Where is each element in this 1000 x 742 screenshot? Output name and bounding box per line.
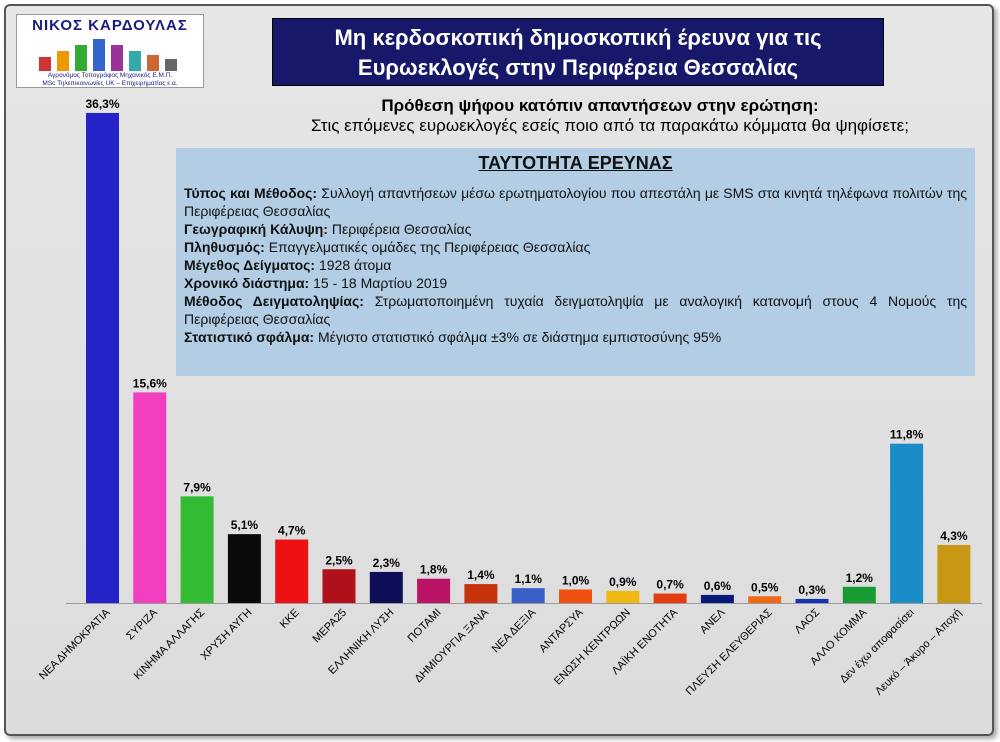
category-label: ΣΥΡΙΖΑ: [124, 606, 160, 642]
info-value: Περιφέρεια Θεσσαλίας: [327, 221, 472, 237]
bar-value-label: 11,8%: [890, 428, 924, 442]
bar: [464, 584, 498, 603]
bar: [133, 392, 167, 603]
bar: [653, 593, 687, 603]
bar-value-label: 1,0%: [562, 574, 590, 588]
logo-figures-icon: [39, 39, 177, 71]
bar: [842, 586, 876, 603]
bar: [748, 596, 782, 603]
bar: [86, 112, 119, 603]
bar: [795, 598, 829, 603]
title-banner: Μη κερδοσκοπική δημοσκοπική έρευνα για τ…: [272, 18, 884, 86]
question-text: Στις επόμενες ευρωεκλογές εσείς ποιο από…: [311, 116, 909, 135]
bar: [700, 594, 734, 603]
bar: [559, 589, 592, 603]
info-label: Τύπος και Μέθοδος:: [184, 185, 318, 201]
bar: [275, 539, 309, 603]
category-label: ΛΑΟΣ: [793, 606, 823, 636]
bar-value-label: 2,3%: [373, 556, 401, 570]
bar-value-label: 0,9%: [609, 575, 637, 589]
info-value: 15 - 18 Μαρτίου 2019: [309, 275, 448, 291]
info-value: Επαγγελματικές ομάδες της Περιφέρειας Θε…: [264, 239, 591, 255]
category-label: Λευκό – Άκυρο – Αποχή: [873, 607, 964, 698]
survey-info-box: ΤΑΥΤΟΤΗΤΑ ΕΡΕΥΝΑΣ Τύπος και Μέθοδος: Συλ…: [176, 148, 975, 376]
bar-value-label: 0,7%: [656, 578, 684, 592]
category-label: ΝΕΑ ΔΕΞΙΑ: [490, 606, 539, 655]
info-label: Γεωγραφική Κάλυψη:: [184, 221, 328, 237]
info-label: Πληθυσμός:: [184, 239, 265, 255]
title-line-2: Ευρωεκλογές στην Περιφέρεια Θεσσαλίας: [357, 55, 799, 80]
bar-value-label: 15,6%: [133, 376, 167, 390]
category-label: ΠΟΤΑΜΙ: [406, 607, 444, 645]
category-label: ΑΝΕΛ: [698, 606, 728, 636]
bar: [369, 571, 403, 603]
survey-info-heading: ΤΑΥΤΟΤΗΤΑ ΕΡΕΥΝΑΣ: [478, 153, 673, 173]
info-value: Συλλογή απαντήσεων μέσω ερωτηματολογίου …: [184, 185, 967, 219]
bar-value-label: 5,1%: [231, 518, 259, 532]
bar-value-label: 7,9%: [183, 480, 211, 494]
bar: [606, 590, 640, 603]
category-label: ΝΕΑ ΔΗΜΟΚΡΑΤΙΑ: [37, 606, 113, 682]
bar: [937, 544, 971, 603]
info-row-error: Στατιστικό σφάλμα: Μέγιστο στατιστικό σφ…: [184, 328, 967, 346]
info-label: Μέθοδος Δειγματοληψίας:: [184, 293, 364, 309]
info-row-period: Χρονικό διάστημα: 15 - 18 Μαρτίου 2019: [184, 274, 967, 292]
bar-value-label: 1,1%: [515, 572, 543, 586]
bar: [227, 534, 261, 603]
info-row-population: Πληθυσμός: Επαγγελματικές ομάδες της Περ…: [184, 238, 967, 256]
category-label: ΠΛΕΥΣΗ ΕΛΕΥΘΕΡΙΑΣ: [684, 607, 775, 698]
info-row-sampling: Μέθοδος Δειγματοληψίας: Στρωματοποιημένη…: [184, 292, 967, 328]
title-line-1: Μη κερδοσκοπική δημοσκοπική έρευνα για τ…: [334, 25, 822, 50]
category-label: ΑΝΤΑΡΣΥΑ: [537, 606, 586, 655]
logo: ΝΙΚΟΣ ΚΑΡΔΟΥΛΑΣ Αγρονόμος Τοπογράφος Μηχ…: [16, 14, 204, 88]
bar: [417, 578, 451, 603]
info-row-sample-size: Μέγεθος Δείγματος: 1928 άτομα: [184, 256, 967, 274]
logo-name: ΝΙΚΟΣ ΚΑΡΔΟΥΛΑΣ: [32, 17, 188, 34]
info-row-coverage: Γεωγραφική Κάλυψη: Περιφέρεια Θεσσαλίας: [184, 220, 967, 238]
bar-value-label: 4,7%: [278, 524, 306, 538]
logo-subtitle-1: Αγρονόμος Τοπογράφος Μηχανικός Ε.Μ.Π.: [47, 72, 173, 79]
bar-value-label: 1,8%: [420, 563, 448, 577]
info-value: Μέγιστο στατιστικό σφάλμα ±3% σε διάστημ…: [314, 329, 722, 345]
bar-value-label: 0,5%: [751, 580, 779, 594]
bar-value-label: 2,5%: [325, 553, 353, 567]
info-row-method: Τύπος και Μέθοδος: Συλλογή απαντήσεων μέ…: [184, 184, 967, 220]
info-label: Μέγεθος Δείγματος:: [184, 257, 316, 273]
bar-value-label: 0,6%: [704, 579, 732, 593]
bar-value-label: 1,4%: [467, 568, 495, 582]
question-title: Πρόθεση ψήφου κατόπιν απαντήσεων στην ερ…: [381, 96, 819, 115]
category-label: ΚΚΕ: [278, 607, 302, 631]
bar-value-label: 4,3%: [940, 529, 968, 543]
info-value: 1928 άτομα: [315, 257, 392, 273]
bar-value-label: 1,2%: [846, 571, 874, 585]
bar-value-label: 0,3%: [798, 583, 826, 597]
category-label: ΜΕΡΑ25: [311, 607, 350, 646]
info-label: Χρονικό διάστημα:: [184, 275, 310, 291]
bar: [890, 443, 924, 603]
logo-subtitle-2: MSc Τηλεπικοινωνίες UK – Επιχειρηματίας …: [42, 80, 178, 87]
bar: [180, 496, 214, 603]
bar: [322, 569, 356, 603]
info-label: Στατιστικό σφάλμα:: [184, 329, 315, 345]
bar-value-label: 36,3%: [85, 97, 119, 111]
bar: [511, 588, 545, 603]
info-value: Στρωματοποιημένη τυχαία δειγματοληψία με…: [184, 293, 967, 327]
